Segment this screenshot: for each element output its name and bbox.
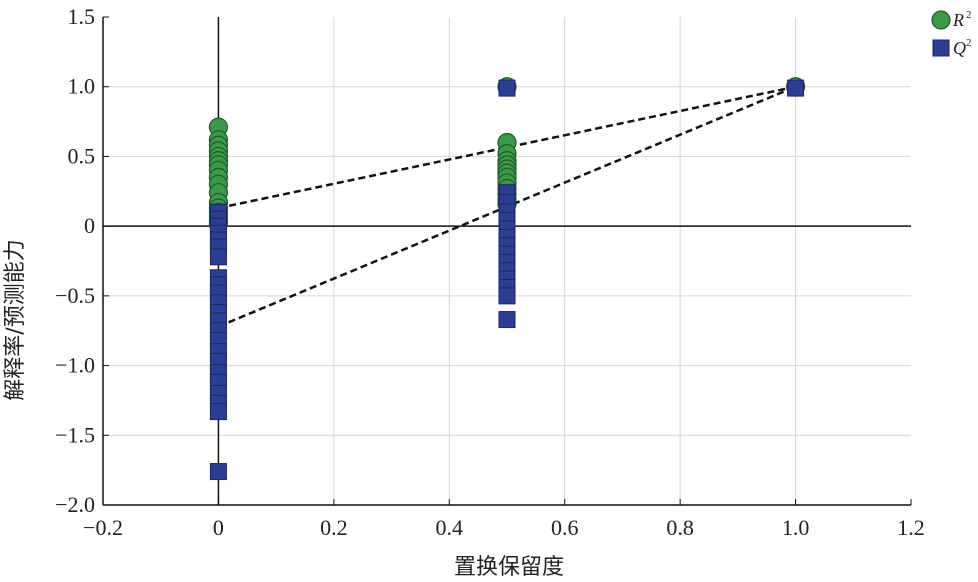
legend-label: R: [952, 10, 964, 30]
y-tick-label: −0.5: [55, 283, 95, 308]
x-tick-label: 0.4: [436, 515, 464, 540]
legend-marker-r2: [931, 10, 951, 30]
x-tick-label: 1.2: [897, 515, 925, 540]
x-tick-label: 0.6: [551, 515, 579, 540]
q2-point: [498, 311, 516, 329]
x-tick-label: 0: [213, 515, 224, 540]
legend-label-superscript: 2: [966, 37, 972, 49]
y-tick-label: 0: [84, 213, 95, 238]
q2-point: [498, 287, 516, 305]
q2-point: [787, 79, 805, 97]
legend-label: Q: [953, 38, 966, 58]
tick-labels: −0.2 0 0.2 0.4 0.6 0.8 1.0 1.2 −2.0 −1.5 −1.0 −0.5 0…: [55, 4, 925, 540]
x-tick-label: −0.2: [83, 515, 123, 540]
x-axis-title: 置换保留度: [454, 555, 564, 580]
y-tick-label: 1.0: [68, 74, 96, 99]
x-tick-label: 0.2: [320, 515, 348, 540]
q2-point: [209, 248, 227, 266]
y-tick-label: −1.5: [55, 422, 95, 447]
y-tick-label: 1.5: [68, 4, 96, 29]
legend: R 2Q 2: [931, 9, 972, 58]
legend-label-superscript: 2: [966, 9, 972, 21]
q2-point: [498, 79, 516, 97]
x-tick-label: 0.8: [666, 515, 694, 540]
y-tick-label: −2.0: [55, 492, 95, 517]
q2-point: [209, 403, 227, 421]
legend-marker-q2: [932, 39, 950, 57]
y-tick-label: 0.5: [68, 143, 96, 168]
y-axis-title: 解释率/预测能力: [3, 239, 28, 400]
y-tick-label: −1.0: [55, 353, 95, 378]
x-tick-label: 1.0: [782, 515, 810, 540]
q2-point: [209, 463, 227, 481]
data-points: [208, 77, 806, 481]
